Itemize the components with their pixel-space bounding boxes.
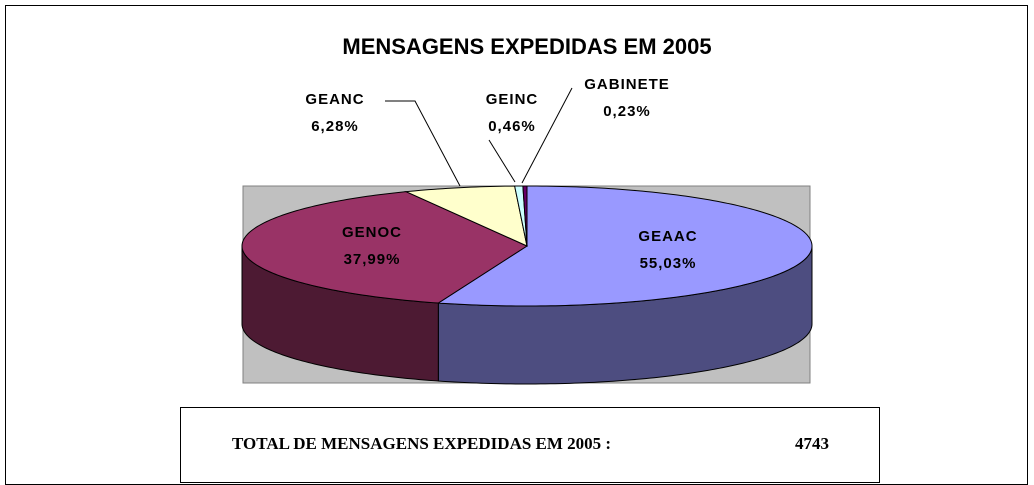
labels: GEAAC 55,03% GENOC 37,99% GEANC 6,28% GEINC 0,4… <box>305 76 697 272</box>
slice-name: GEINC <box>486 91 539 108</box>
slice-name: GABINETE <box>584 76 670 93</box>
leader-line <box>385 100 461 187</box>
slice-name: GEAAC <box>638 228 697 245</box>
pie <box>241 185 813 385</box>
leader-line <box>488 139 516 183</box>
slice <box>241 191 529 304</box>
total-box <box>180 407 880 483</box>
slice-percent: 0,23% <box>603 103 651 120</box>
leader-line <box>521 87 573 184</box>
slice <box>522 185 528 247</box>
total-label: TOTAL DE MENSAGENS EXPEDIDAS EM 2005 : <box>232 434 611 453</box>
chart-title: MENSAGENS EXPEDIDAS EM 2005 <box>342 34 711 59</box>
slice-percent: 37,99% <box>344 251 401 268</box>
slice-name: GEANC <box>305 91 364 108</box>
slice-name: GENOC <box>342 224 402 241</box>
slice-percent: 0,46% <box>488 118 536 135</box>
slice <box>436 185 813 307</box>
slice-percent: 6,28% <box>311 118 359 135</box>
slice-percent: 55,03% <box>640 255 697 272</box>
total-value: 4743 <box>795 434 829 453</box>
slice <box>404 185 528 247</box>
